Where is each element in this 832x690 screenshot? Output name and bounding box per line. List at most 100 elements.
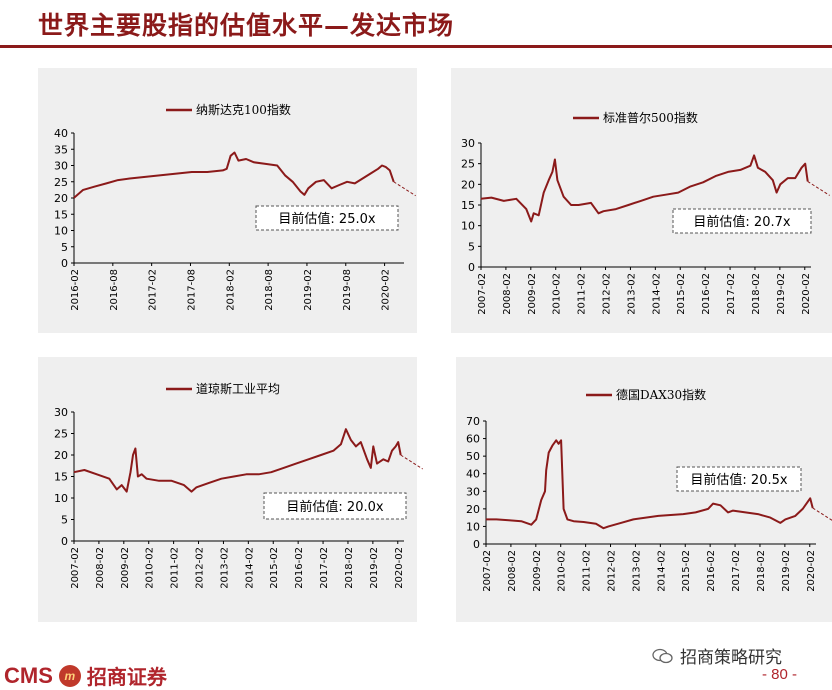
x-tick-label: 2010-02 bbox=[557, 550, 568, 592]
series-line bbox=[485, 439, 814, 530]
wechat-account: 招商策略研究 bbox=[652, 643, 782, 668]
y-tick-label: 30 bbox=[54, 160, 68, 173]
y-tick-label: 0 bbox=[61, 257, 68, 270]
annotation-label: 目前估值: 20.0x bbox=[286, 499, 383, 515]
y-tick-label: 20 bbox=[54, 192, 68, 205]
x-tick-label: 2008-02 bbox=[502, 273, 513, 315]
x-tick-label: 2020-02 bbox=[394, 547, 405, 589]
y-tick-label: 0 bbox=[468, 261, 475, 274]
x-tick-label: 2008-02 bbox=[507, 550, 518, 592]
x-tick-label: 2014-02 bbox=[651, 273, 662, 315]
page-title: 世界主要股指的估值水平—发达市场 bbox=[38, 11, 455, 40]
x-tick-label: 2019-02 bbox=[369, 547, 380, 589]
brand-logo: CMS m 招商证券 bbox=[4, 661, 167, 690]
x-tick-label: 2012-02 bbox=[607, 550, 618, 592]
x-tick-label: 2015-02 bbox=[681, 550, 692, 592]
y-tick-label: 10 bbox=[54, 225, 68, 238]
chart-panel-sp500: 0 5 10 15 20 25 30 2007-02 2008-02 2009-02 2010-02… bbox=[451, 68, 832, 333]
x-tick-label: 2018-02 bbox=[225, 269, 236, 311]
chart-nasdaq: 0 5 10 15 20 25 30 35 40 2016-02 2016-08 2017-02 201… bbox=[54, 102, 416, 311]
x-tick-label: 2007-02 bbox=[70, 547, 81, 589]
y-tick-label: 70 bbox=[466, 415, 480, 428]
y-tick-label: 10 bbox=[54, 492, 68, 505]
wechat-icon bbox=[652, 648, 673, 663]
x-tick-label: 2016-02 bbox=[70, 269, 81, 311]
brand-badge-icon: m bbox=[58, 664, 81, 687]
chart-panel-dow: 0 5 10 15 20 25 30 2007-02 2008-02 2009-02 2010-02… bbox=[38, 357, 423, 622]
chart-panel-dax: 0 10 20 30 40 50 60 70 2007-02 2008-02 2009-02 2010… bbox=[456, 357, 832, 622]
y-tick-label: 25 bbox=[461, 158, 475, 171]
y-tick-label: 5 bbox=[61, 514, 68, 527]
callout-leader-line bbox=[812, 507, 832, 521]
y-tick-label: 0 bbox=[473, 538, 480, 551]
x-tick-label: 2016-02 bbox=[294, 547, 305, 589]
annotation-label: 目前估值: 20.7x bbox=[693, 214, 790, 230]
x-tick-label: 2018-02 bbox=[751, 273, 762, 315]
x-tick-label: 2014-02 bbox=[244, 547, 255, 589]
x-tick-label: 2007-02 bbox=[482, 550, 493, 592]
x-tick-label: 2018-02 bbox=[344, 547, 355, 589]
x-tick-label: 2018-02 bbox=[756, 550, 767, 592]
x-tick-label: 2011-02 bbox=[577, 273, 588, 315]
brand-cn-name: 招商证券 bbox=[86, 665, 167, 689]
x-tick-label: 2016-02 bbox=[701, 273, 712, 315]
y-tick-label: 10 bbox=[466, 520, 480, 533]
y-tick-label: 15 bbox=[461, 199, 475, 212]
chart-panel-nasdaq: 0 5 10 15 20 25 30 35 40 2016-02 2016-08 2017-02 201… bbox=[38, 68, 417, 333]
y-tick-label: 40 bbox=[54, 127, 68, 140]
x-tick-label: 2007-02 bbox=[477, 273, 488, 315]
legend-label: 标准普尔500指数 bbox=[603, 110, 698, 125]
x-tick-label: 2017-02 bbox=[731, 550, 742, 592]
y-tick-label: 0 bbox=[61, 535, 68, 548]
x-tick-label: 2018-08 bbox=[264, 269, 275, 311]
y-tick-label: 60 bbox=[466, 433, 480, 446]
series-line bbox=[73, 428, 402, 493]
x-tick-label: 2011-02 bbox=[170, 547, 181, 589]
title-rule bbox=[0, 45, 832, 48]
annotation-label: 目前估值: 25.0x bbox=[278, 211, 375, 227]
x-tick-label: 2017-02 bbox=[319, 547, 330, 589]
y-tick-label: 20 bbox=[466, 503, 480, 516]
x-tick-label: 2017-02 bbox=[148, 269, 159, 311]
x-tick-label: 2015-02 bbox=[269, 547, 280, 589]
y-tick-label: 15 bbox=[54, 471, 68, 484]
legend-label: 纳斯达克100指数 bbox=[196, 102, 291, 117]
y-tick-label: 50 bbox=[466, 450, 480, 463]
x-tick-label: 2019-08 bbox=[342, 269, 353, 311]
x-tick-label: 2009-02 bbox=[527, 273, 538, 315]
chart-dow: 0 5 10 15 20 25 30 2007-02 2008-02 2009-02 2010-02… bbox=[54, 381, 423, 589]
annotation-box bbox=[255, 205, 399, 231]
brand-text: CMS bbox=[4, 662, 53, 688]
y-tick-label: 15 bbox=[54, 208, 68, 221]
chart-dax: 0 10 20 30 40 50 60 70 2007-02 2008-02 2009-02 2010… bbox=[466, 387, 832, 592]
x-tick-label: 2016-02 bbox=[706, 550, 717, 592]
x-tick-label: 2015-02 bbox=[676, 273, 687, 315]
x-tick-label: 2017-08 bbox=[186, 269, 197, 311]
x-tick-label: 2008-02 bbox=[95, 547, 106, 589]
series-line bbox=[73, 151, 395, 199]
callout-leader-line bbox=[400, 454, 423, 470]
annotation-box bbox=[676, 466, 802, 492]
x-tick-label: 2009-02 bbox=[120, 547, 131, 589]
x-tick-label: 2019-02 bbox=[781, 550, 792, 592]
x-tick-label: 2011-02 bbox=[582, 550, 593, 592]
page-number: - 80 - bbox=[762, 666, 798, 683]
x-tick-label: 2020-02 bbox=[801, 273, 812, 315]
y-tick-label: 30 bbox=[54, 406, 68, 419]
x-tick-label: 2009-02 bbox=[532, 550, 543, 592]
y-tick-label: 30 bbox=[466, 485, 480, 498]
y-tick-label: 20 bbox=[461, 178, 475, 191]
x-tick-label: 2020-02 bbox=[381, 269, 392, 311]
series-line bbox=[480, 154, 809, 223]
x-tick-label: 2013-02 bbox=[631, 550, 642, 592]
y-tick-label: 10 bbox=[461, 220, 475, 233]
x-tick-label: 2013-02 bbox=[219, 547, 230, 589]
wechat-label: 招商策略研究 bbox=[680, 648, 782, 668]
chart-sp500: 0 5 10 15 20 25 30 2007-02 2008-02 2009-02 2010-02… bbox=[461, 110, 830, 315]
y-tick-label: 5 bbox=[468, 240, 475, 253]
legend-label: 道琼斯工业平均 bbox=[196, 381, 280, 396]
y-tick-label: 30 bbox=[461, 137, 475, 150]
y-tick-label: 40 bbox=[466, 468, 480, 481]
legend-label: 德国DAX30指数 bbox=[616, 387, 706, 402]
x-tick-label: 2010-02 bbox=[552, 273, 563, 315]
